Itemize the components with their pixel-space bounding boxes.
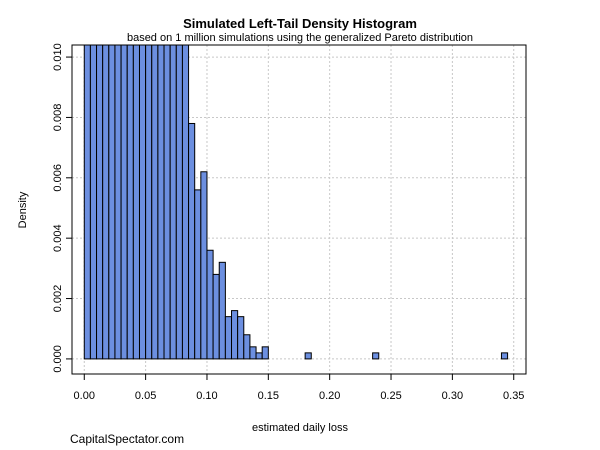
histogram-bar: [231, 310, 239, 360]
x-tick-label: 0.15: [258, 390, 279, 402]
histogram-bar: [108, 44, 116, 360]
histogram-bar: [243, 334, 251, 360]
histogram-bar: [169, 44, 177, 360]
histogram-bar: [218, 261, 226, 360]
y-tick-label: 0.010: [52, 43, 64, 71]
y-tick-label: 0.008: [52, 104, 64, 132]
histogram-bar: [255, 352, 263, 360]
credit-text: CapitalSpectator.com: [70, 432, 184, 446]
histogram-bar: [175, 44, 183, 360]
plot-frame: [71, 44, 527, 375]
histogram-bar: [163, 44, 171, 360]
histogram-bar: [224, 316, 233, 360]
x-tick-label: 0.10: [196, 390, 217, 402]
histogram-bar: [188, 122, 196, 360]
x-tick-label: 0.20: [319, 390, 340, 402]
histogram-bar: [96, 44, 104, 360]
histogram-bar: [206, 249, 214, 360]
y-axis-label: Density: [17, 191, 29, 228]
y-tick-label: 0.004: [52, 224, 64, 252]
x-axis-label: estimated daily loss: [252, 422, 348, 434]
y-tick-label: 0.006: [52, 164, 64, 192]
x-tick-label: 0.25: [380, 390, 401, 402]
histogram-bar: [151, 44, 159, 360]
histogram-bar: [181, 44, 190, 360]
y-tick-label: 0.000: [52, 345, 64, 373]
histogram-bar: [500, 352, 509, 360]
x-tick-label: 0.30: [442, 390, 463, 402]
y-tick-label: 0.002: [52, 285, 64, 313]
x-tick-label: 0.05: [135, 390, 156, 402]
axes: 0.00 0.05 0.10 0.15 0.20 0.25 0.30 0.35 0.000 0.0…: [52, 43, 527, 402]
histogram-bar: [138, 44, 147, 360]
histogram-bar: [157, 44, 165, 360]
histogram-bar: [145, 44, 153, 360]
histogram-bar: [194, 189, 202, 360]
histogram-bar: [89, 44, 98, 360]
histogram-bar: [200, 171, 208, 360]
chart-title: Simulated Left-Tail Density Histogram: [183, 16, 417, 31]
histogram-bar: [83, 44, 91, 360]
histogram-bar: [120, 44, 128, 360]
histogram-bar: [212, 273, 220, 360]
histogram-bar: [102, 44, 110, 360]
histogram-bar: [114, 44, 122, 360]
x-tick-label: 0.00: [74, 390, 95, 402]
histogram-bar: [237, 316, 245, 360]
histogram-bar: [304, 352, 312, 360]
histogram-bar: [261, 346, 269, 360]
histogram-bar: [132, 44, 140, 360]
histogram-bar: [126, 44, 134, 360]
chart-subtitle: based on 1 million simulations using the…: [127, 32, 473, 44]
histogram-bar: [372, 352, 380, 360]
x-tick-label: 0.35: [503, 390, 524, 402]
histogram-bar: [249, 346, 257, 360]
histogram-bars: [83, 44, 509, 360]
